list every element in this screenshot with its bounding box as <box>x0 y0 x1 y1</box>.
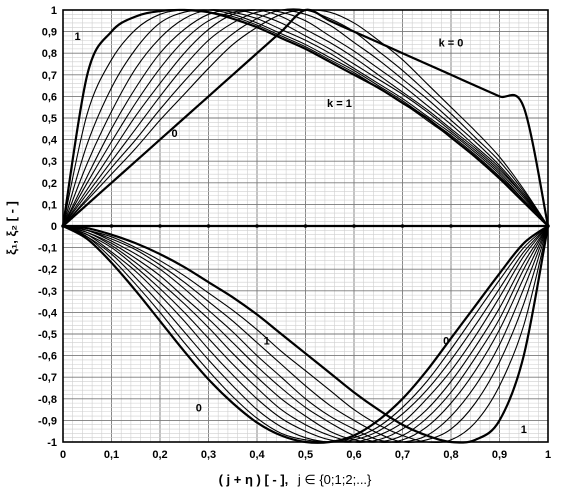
series-line-xi2-13 <box>62 225 549 443</box>
series-line-xi2-12 <box>62 225 549 443</box>
zero-axis-tick-dot <box>109 224 114 228</box>
annotation-label: 0 <box>443 335 449 347</box>
x-axis-title: ( j + η ) [ - ], j ∈ {0;1;2;...} <box>219 472 372 487</box>
x-tick-label: 0,3 <box>201 449 216 461</box>
y-tick-label: -0,4 <box>38 307 58 319</box>
y-tick-label: 0,2 <box>42 178 57 190</box>
y-tick-label: 1 <box>51 5 57 17</box>
zero-axis-tick-dot <box>352 224 356 228</box>
x-tick-label: 0,4 <box>249 449 265 461</box>
annotation-label: 0 <box>171 128 177 140</box>
series-line-xi2-17 <box>62 225 549 443</box>
y-tick-label: 0,6 <box>42 91 57 103</box>
annotation-label: k = 0 <box>439 37 464 49</box>
y-tick-labels: 1 0,9 0,8 0,7 0,6 0,5 0,4 0,3 0,2 0,1 0 -0,1 -0,2 -0,… <box>38 5 58 449</box>
annotation-label: 1 <box>74 31 80 43</box>
y-tick-label: 0,5 <box>42 113 57 125</box>
zero-axis-tick-dot <box>546 224 550 228</box>
series-line-xi2-20 <box>62 225 549 444</box>
y-tick-label: -0,3 <box>38 286 57 298</box>
x-tick-labels: 0 0,1 0,2 0,3 0,4 0,5 0,6 0,7 0,8 0,9 1 <box>60 449 551 461</box>
zero-axis-tick-dot <box>255 224 259 228</box>
annotation-label: 1 <box>264 335 270 347</box>
series-line-xi1-6 <box>62 9 549 227</box>
annotations: 1 0 k = 1 k = 0 1 0 0 1 <box>74 31 526 436</box>
x-axis-title-main: ( j + η ) [ - ], <box>219 472 289 487</box>
series-line-xi1-4 <box>62 9 549 227</box>
series-line-xi1-5 <box>62 9 549 227</box>
y-tick-label: 0,8 <box>42 48 57 60</box>
y-tick-label: -0,6 <box>38 351 57 363</box>
x-tick-label: 0,8 <box>443 449 458 461</box>
axes <box>61 9 550 443</box>
x-tick-label: 0,9 <box>492 449 507 461</box>
series-line-xi2-16 <box>62 225 549 443</box>
y-tick-label: -1 <box>47 437 57 449</box>
x-tick-label: 1 <box>545 449 551 461</box>
series-line-xi2-14 <box>62 225 549 443</box>
y-tick-label: 0,7 <box>42 70 57 82</box>
x-tick-label: 0,1 <box>104 449 119 461</box>
x-tick-label: 0,5 <box>298 449 313 461</box>
y-tick-label: 0,4 <box>42 135 58 147</box>
y-tick-label: 0,3 <box>42 156 57 168</box>
series-line-xi1-2 <box>62 9 549 227</box>
zero-axis-tick-dot <box>61 224 65 228</box>
y-axis-title: ξ₁, ξ₂ [ - ] <box>4 201 19 255</box>
y-tick-label: -0,2 <box>38 264 57 276</box>
y-tick-label: -0,8 <box>38 394 57 406</box>
y-tick-label: -0,9 <box>38 415 57 427</box>
zero-axis-tick-dot <box>303 224 308 228</box>
zero-axis-tick-dot <box>449 224 453 228</box>
y-tick-label: 0,1 <box>42 199 57 211</box>
zero-axis-tick-dot <box>400 224 405 228</box>
y-tick-label: 0,9 <box>42 27 57 39</box>
annotation-label: 1 <box>521 424 527 436</box>
x-axis-title-domain: j ∈ {0;1;2;...} <box>297 472 372 487</box>
y-tick-label: 0 <box>51 221 57 233</box>
series-line-xi2-21 <box>62 224 550 444</box>
annotation-label: k = 1 <box>327 98 352 110</box>
series-line-xi2-19 <box>62 225 549 443</box>
zero-axis-tick-dot <box>158 224 162 228</box>
y-tick-label: -0,1 <box>38 243 57 255</box>
series-line-xi1-1 <box>62 9 549 227</box>
x-tick-label: 0 <box>60 449 66 461</box>
annotation-label: 0 <box>196 402 202 414</box>
x-tick-label: 0,2 <box>152 449 167 461</box>
zero-axis-tick-dot <box>497 224 502 228</box>
x-tick-label: 0,7 <box>395 449 410 461</box>
y-tick-label: -0,7 <box>38 372 57 384</box>
series-line-xi2-18 <box>62 225 549 443</box>
series-line-xi1-3 <box>62 9 549 227</box>
y-tick-label: -0,5 <box>38 329 57 341</box>
series-line-xi1-7 <box>62 9 549 227</box>
zero-axis-tick-dot <box>206 224 211 228</box>
series-line-xi2-15 <box>62 225 549 443</box>
x-tick-label: 0,6 <box>346 449 361 461</box>
